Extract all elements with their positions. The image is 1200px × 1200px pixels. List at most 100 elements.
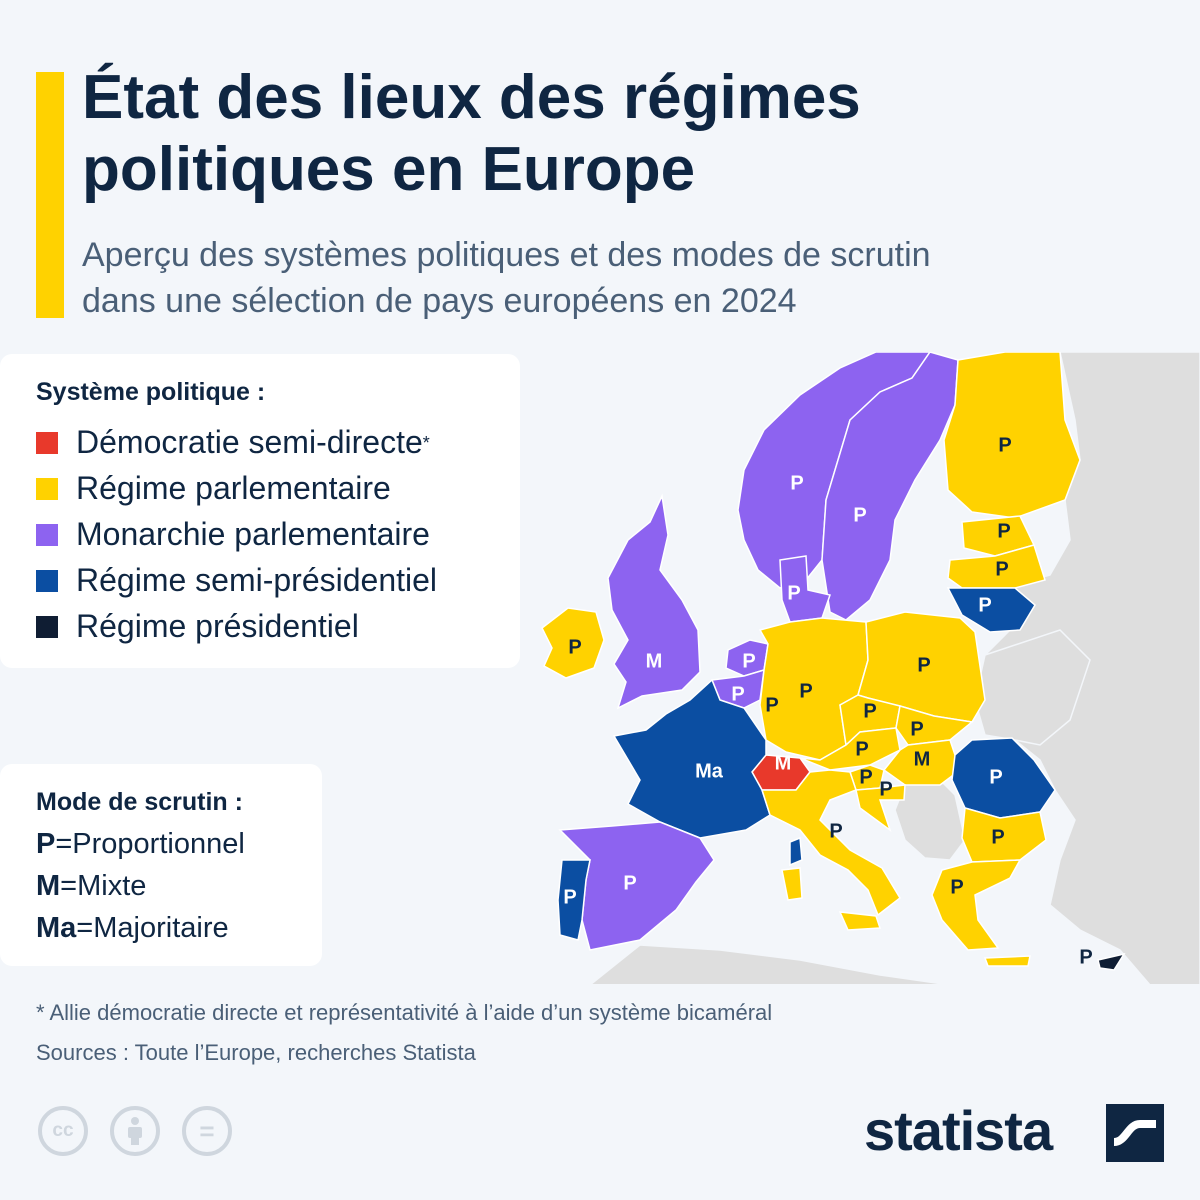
mode-eq: =: [76, 912, 94, 944]
person-icon: [128, 1117, 142, 1145]
country-finland: [943, 352, 1081, 519]
label-cyprus: P: [1079, 946, 1092, 968]
label-austria: P: [855, 738, 868, 760]
mode-eq: =: [60, 870, 78, 902]
label-czechia: P: [863, 700, 876, 722]
swatch-parliamentary: [36, 477, 58, 500]
swatch-presidential: [36, 615, 58, 638]
label-portugal: P: [563, 886, 576, 908]
label-luxembourg: P: [765, 694, 778, 716]
label-slovakia: P: [910, 718, 923, 740]
accent-bar: [36, 72, 64, 318]
country-bulgaria: [961, 807, 1047, 863]
legend-label-presidential: Régime présidentiel: [76, 608, 359, 644]
swatch-semi-direct: [36, 431, 58, 454]
page-title: État des lieux des régimes politiques en…: [82, 62, 1162, 206]
legend-item-semi-direct: Démocratie semi-directe *: [36, 424, 430, 461]
country-ireland: [541, 607, 605, 679]
legend-political-system: Système politique : Démocratie semi-dire…: [0, 354, 520, 668]
label-hungary: M: [914, 748, 931, 770]
map-svg: P M P P P P P P P P P P P P P P P M P P …: [520, 352, 1200, 984]
mode-item-mixed: M=Mixte: [36, 870, 146, 903]
countries: [541, 352, 1126, 971]
legend-item-monarchy: Monarchie parlementaire: [36, 516, 430, 553]
subtitle-line-1: Aperçu des systèmes politiques et des mo…: [82, 236, 931, 274]
mode-label-p: Proportionnel: [72, 828, 245, 860]
label-sweden: P: [853, 504, 866, 526]
label-spain: P: [623, 872, 636, 894]
legend-item-semi-presidential: Régime semi-présidentiel: [36, 562, 437, 599]
label-latvia: P: [995, 558, 1008, 580]
country-portugal: [557, 859, 591, 941]
country-hungary: [882, 739, 961, 786]
subtitle: Aperçu des systèmes politiques et des mo…: [82, 232, 1172, 324]
cc-icon[interactable]: cc: [38, 1106, 88, 1156]
legend-system-title: Système politique :: [36, 378, 266, 406]
country-corsica: [789, 836, 803, 867]
land-africa: [590, 944, 949, 984]
country-italy: [760, 769, 901, 917]
mode-item-proportional: P=Proportionnel: [36, 828, 245, 861]
country-latvia: [947, 544, 1046, 589]
country-lithuania: [946, 587, 1036, 633]
country-uk: [607, 493, 701, 710]
mode-code-p: P: [36, 828, 56, 860]
legend-item-presidential: Régime présidentiel: [36, 608, 359, 645]
label-romania: P: [989, 766, 1002, 788]
label-norway: P: [790, 472, 803, 494]
statista-logo-icon: [1106, 1104, 1164, 1162]
country-austria: [799, 727, 901, 771]
legend-item-parliamentary: Régime parlementaire: [36, 470, 391, 507]
legend-voting-mode: Mode de scrutin : P=Proportionnel M=Mixt…: [0, 764, 322, 966]
country-sardinia: [781, 867, 803, 901]
label-finland: P: [998, 434, 1011, 456]
mode-code-ma: Ma: [36, 912, 77, 944]
label-greece: P: [950, 876, 963, 898]
country-denmark: [779, 555, 831, 623]
label-poland: P: [917, 654, 930, 676]
country-france: [612, 678, 771, 839]
country-sicily: [838, 911, 882, 931]
subtitle-line-2: dans une sélection de pays européens en …: [82, 282, 797, 320]
footnote: * Allie démocratie directe et représenta…: [36, 1000, 773, 1025]
statista-logo[interactable]: statista: [864, 1099, 1053, 1162]
legend-label-semi-presidential: Régime semi-présidentiel: [76, 562, 438, 598]
mode-label-m: Mixte: [77, 870, 147, 902]
label-estonia: P: [997, 520, 1010, 542]
label-denmark: P: [787, 582, 800, 604]
country-romania: [951, 737, 1056, 819]
no-derivatives-icon[interactable]: =: [182, 1106, 232, 1156]
legend-label-monarchy: Monarchie parlementaire: [76, 516, 430, 552]
legend-label-parliamentary: Régime parlementaire: [76, 470, 391, 506]
label-france: Ma: [695, 760, 724, 782]
non-selected-land: [590, 352, 1200, 984]
label-slovenia: P: [859, 766, 872, 788]
title-line-2: politiques en Europe: [82, 135, 696, 204]
mode-item-majoritarian: Ma=Majoritaire: [36, 912, 229, 945]
swatch-monarchy: [36, 523, 58, 546]
label-italy: P: [829, 820, 842, 842]
europe-map: P M P P P P P P P P P P P P P P P M P P …: [520, 352, 1200, 984]
label-belgium: P: [731, 683, 744, 705]
label-bulgaria: P: [991, 826, 1004, 848]
country-croatia: [855, 784, 906, 832]
legend-label-semi-direct: Démocratie semi-directe: [76, 424, 423, 460]
label-croatia: P: [879, 778, 892, 800]
label-uk: M: [646, 650, 663, 672]
legend-mode-title: Mode de scrutin :: [36, 788, 243, 816]
country-cyprus: [1097, 952, 1126, 971]
title-line-1: État des lieux des régimes: [82, 63, 861, 132]
mode-eq: =: [55, 828, 73, 860]
country-greece: [931, 859, 1022, 951]
label-ireland: P: [568, 636, 581, 658]
label-lithuania: P: [978, 594, 991, 616]
sources: Sources : Toute l’Europe, recherches Sta…: [36, 1040, 476, 1065]
swatch-semi-presidential: [36, 569, 58, 592]
mode-labels: P M P P P P P P P P P P P P P P P M P P …: [563, 434, 1092, 968]
mode-label-ma: Majoritaire: [93, 912, 229, 944]
label-germany: P: [799, 680, 812, 702]
country-crete: [983, 955, 1031, 967]
label-netherlands: P: [742, 650, 755, 672]
attribution-icon[interactable]: [110, 1106, 160, 1156]
label-switzerland: M: [775, 752, 792, 774]
